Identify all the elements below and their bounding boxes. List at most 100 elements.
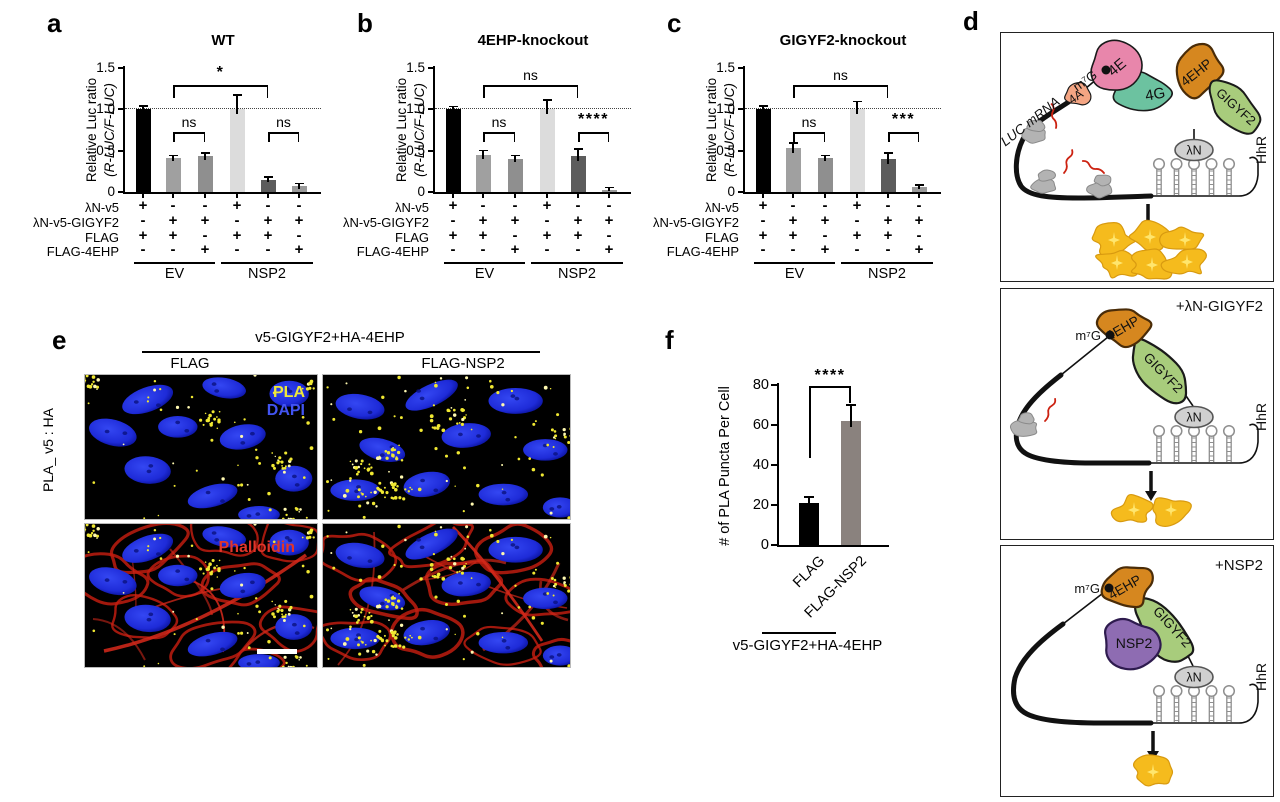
pla-punctum xyxy=(216,564,218,567)
pla-punctum xyxy=(378,629,382,633)
pla-punctum xyxy=(205,418,209,423)
pla-punctum xyxy=(441,428,446,433)
pla-punctum xyxy=(393,563,396,567)
pla-punctum xyxy=(96,527,100,531)
pla-punctum xyxy=(190,544,194,548)
pla-punctum xyxy=(312,387,315,390)
condition-sign: + xyxy=(788,211,798,229)
pla-punctum xyxy=(550,577,554,580)
nucleolus xyxy=(354,489,359,494)
reference-line xyxy=(745,108,941,110)
group-label: NSP2 xyxy=(558,266,596,282)
panel-letter-f: f xyxy=(665,325,674,355)
pla-punctum xyxy=(546,592,550,595)
nucleolus xyxy=(240,589,246,594)
hairpin-loop xyxy=(1152,424,1166,438)
condition-sign: - xyxy=(296,226,302,244)
pla-punctum xyxy=(357,470,360,474)
nucleus xyxy=(542,497,570,518)
pla-punctum xyxy=(532,571,536,575)
condition-sign: + xyxy=(200,241,210,259)
y-tick-label: 0 xyxy=(760,537,769,553)
pla-punctum xyxy=(274,604,277,606)
pla-punctum xyxy=(567,664,570,667)
error-bar-line xyxy=(608,187,610,192)
pla-punctum xyxy=(550,428,554,432)
y-tick xyxy=(428,191,433,193)
bar xyxy=(197,156,213,192)
mrna-strand xyxy=(1060,336,1109,376)
bar xyxy=(841,421,861,545)
pla-punctum xyxy=(390,630,395,635)
y-tick xyxy=(771,464,777,466)
nucleolus xyxy=(549,507,555,511)
condition-sign: - xyxy=(854,241,860,259)
significance-bracket xyxy=(173,85,268,87)
pla-punctum xyxy=(501,636,504,639)
error-bar-line xyxy=(204,153,206,160)
pla-punctum xyxy=(404,389,407,393)
pla-punctum xyxy=(305,516,308,519)
pla-punctum xyxy=(377,426,382,431)
pla-punctum xyxy=(86,533,91,537)
diagram-box-normal: λN HhR 4E 4G 4A 4EHP GIGYF2 m⁷G LUC mRNA xyxy=(998,32,1274,282)
pla-punctum xyxy=(247,646,251,650)
error-bar-cap xyxy=(542,99,552,101)
error-bar-cap xyxy=(510,154,520,157)
y-tick-label: 1.0 xyxy=(716,101,735,117)
x-tick xyxy=(918,194,920,198)
pla-punctum xyxy=(448,417,453,421)
nucleolus xyxy=(367,559,373,563)
significance-bracket xyxy=(888,132,919,134)
condition-sign: - xyxy=(265,197,271,214)
phalloidin-fiber xyxy=(85,552,150,606)
nucleolus xyxy=(292,474,297,479)
ribosome-small-subunit xyxy=(1037,169,1056,182)
y-tick xyxy=(118,108,123,111)
y-tick-label: 1.5 xyxy=(406,60,425,75)
y-tick xyxy=(771,424,777,426)
significance-label: *** xyxy=(891,111,916,128)
pla-punctum xyxy=(552,446,555,448)
significance-label: ns xyxy=(276,114,291,130)
pla-punctum xyxy=(255,456,259,460)
diagram-box-nsp2: +NSP2 λN HhR 4EHP GIGYF2 NSP2 m⁷G xyxy=(1000,545,1274,797)
error-bar-cap xyxy=(604,186,614,189)
pla-punctum xyxy=(187,554,190,558)
eif4e-protein xyxy=(1090,39,1143,91)
nucleolus xyxy=(510,394,516,398)
pla-punctum xyxy=(253,375,257,377)
nucleolus xyxy=(294,483,300,487)
pla-punctum xyxy=(404,538,407,542)
pla-punctum xyxy=(349,608,352,611)
y-tick-label: 0 xyxy=(107,184,115,199)
pla-punctum xyxy=(549,511,553,515)
pla-punctum xyxy=(147,396,150,399)
pla-punctum xyxy=(326,535,329,538)
error-bar-line xyxy=(452,106,454,112)
nucleus xyxy=(335,542,385,569)
pla-punctum xyxy=(450,406,453,409)
pla-punctum xyxy=(96,537,98,539)
pla-punctum xyxy=(357,488,361,492)
m7g-cap-label: m⁷G xyxy=(1075,328,1101,343)
condition-sign: - xyxy=(450,241,456,259)
pla-punctum xyxy=(569,434,570,437)
pla-punctum xyxy=(287,612,291,616)
pla-punctum xyxy=(122,591,125,594)
significance-bracket xyxy=(886,85,888,98)
pla-punctum xyxy=(90,383,94,386)
error-bar-cap xyxy=(263,176,273,178)
pla-punctum xyxy=(281,466,285,470)
error-bar-cap xyxy=(168,154,178,157)
condition-sign: + xyxy=(883,211,893,229)
nucleolus xyxy=(505,646,511,650)
pla-punctum xyxy=(305,536,310,540)
pla-punctum xyxy=(349,627,352,631)
nucleolus xyxy=(476,582,481,587)
hairpin-loop xyxy=(1170,157,1183,171)
pla-punctum xyxy=(375,653,378,656)
pla-punctum xyxy=(285,513,288,517)
condition-sign: - xyxy=(170,241,176,259)
pla-punctum xyxy=(253,524,257,526)
